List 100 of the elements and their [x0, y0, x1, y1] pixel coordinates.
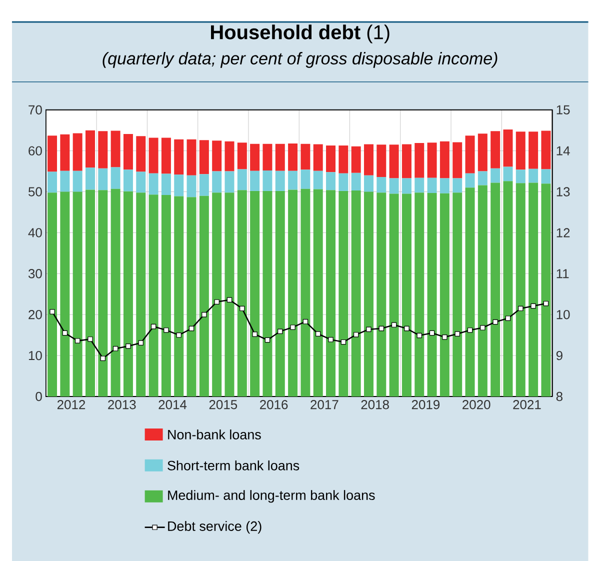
- point: [505, 316, 511, 321]
- bar: [110, 188, 120, 396]
- point: [340, 339, 346, 344]
- bar: [300, 144, 310, 170]
- legend-label: Medium- and long-term bank loans: [168, 490, 375, 503]
- bar: [148, 173, 158, 194]
- bar: [110, 130, 120, 168]
- bar: [389, 144, 399, 178]
- x-tick-label: 2020: [462, 400, 490, 410]
- bar: [186, 196, 196, 396]
- bar: [427, 178, 437, 193]
- point: [442, 334, 448, 340]
- x-tick-label: 2013: [108, 400, 136, 410]
- bar: [224, 141, 234, 172]
- bar: [72, 170, 82, 192]
- bar: [250, 190, 260, 396]
- point: [62, 330, 68, 336]
- point: [391, 322, 397, 328]
- point: [518, 306, 524, 311]
- bar: [313, 170, 323, 190]
- point: [366, 326, 372, 332]
- bar: [452, 192, 462, 396]
- point: [74, 338, 80, 344]
- bar: [351, 146, 361, 173]
- chart-title: Household debt (1): [211, 24, 390, 44]
- bar: [174, 139, 184, 174]
- bar: [351, 172, 361, 190]
- x-tick-label: 2016: [260, 400, 288, 410]
- x-tick-label: 2014: [158, 400, 187, 410]
- bar: [224, 171, 234, 192]
- bar: [199, 196, 209, 396]
- bar: [402, 178, 412, 194]
- bar: [212, 192, 222, 396]
- bar: [186, 175, 196, 197]
- bar: [427, 142, 437, 178]
- bar: [60, 134, 70, 171]
- bar: [541, 169, 551, 184]
- bar: [300, 170, 310, 189]
- bar: [376, 144, 386, 177]
- bar: [136, 172, 146, 192]
- y-tick-label: 20: [28, 310, 42, 320]
- bar: [478, 185, 488, 396]
- x-tick-label: 2021: [513, 400, 541, 410]
- bar: [490, 168, 500, 183]
- bar: [465, 136, 475, 174]
- bar: [98, 190, 108, 396]
- bar: [402, 144, 412, 178]
- bar: [402, 194, 412, 396]
- bar: [503, 180, 513, 396]
- y2-tick-label: 15: [556, 105, 570, 114]
- bar: [300, 188, 310, 396]
- point: [88, 336, 93, 342]
- point: [214, 299, 220, 304]
- bar: [465, 188, 475, 396]
- bar: [212, 171, 222, 192]
- point: [404, 326, 410, 331]
- bar: [86, 167, 95, 190]
- bar: [465, 173, 475, 188]
- bar: [326, 145, 336, 172]
- y2-tick-label: 11: [556, 269, 569, 278]
- point: [164, 327, 169, 333]
- bar: [262, 144, 272, 170]
- point: [100, 356, 106, 361]
- bar: [490, 131, 500, 168]
- bar: [338, 173, 348, 191]
- y2-tick-label: 12: [556, 228, 570, 238]
- y-tick-label: 50: [28, 187, 42, 196]
- y-tick-label: 30: [28, 268, 42, 278]
- bar: [541, 130, 551, 170]
- bar: [48, 136, 58, 172]
- point: [416, 332, 422, 338]
- point: [264, 337, 270, 342]
- bar: [98, 168, 108, 190]
- bar: [237, 169, 247, 190]
- bar: [389, 178, 399, 194]
- x-tick-label: 2015: [209, 400, 238, 410]
- point: [252, 332, 258, 337]
- bar: [351, 190, 361, 396]
- bar: [338, 190, 348, 396]
- bar: [224, 192, 234, 396]
- bar: [161, 174, 171, 195]
- bar: [326, 172, 336, 190]
- point: [188, 326, 194, 331]
- bar: [478, 171, 488, 186]
- bar: [364, 192, 374, 396]
- bar: [237, 142, 247, 170]
- bar: [212, 140, 222, 172]
- point: [543, 300, 549, 306]
- bar: [161, 138, 171, 174]
- x-tick-label: 2012: [57, 400, 86, 410]
- point: [240, 306, 245, 311]
- bar: [275, 190, 285, 396]
- y-tick-label: 40: [28, 228, 42, 238]
- bar: [86, 130, 95, 168]
- bar: [86, 190, 95, 396]
- point: [150, 324, 156, 329]
- bar: [275, 170, 285, 191]
- point: [530, 303, 536, 308]
- bar: [148, 194, 158, 396]
- x-tick-label: 2019: [412, 400, 440, 410]
